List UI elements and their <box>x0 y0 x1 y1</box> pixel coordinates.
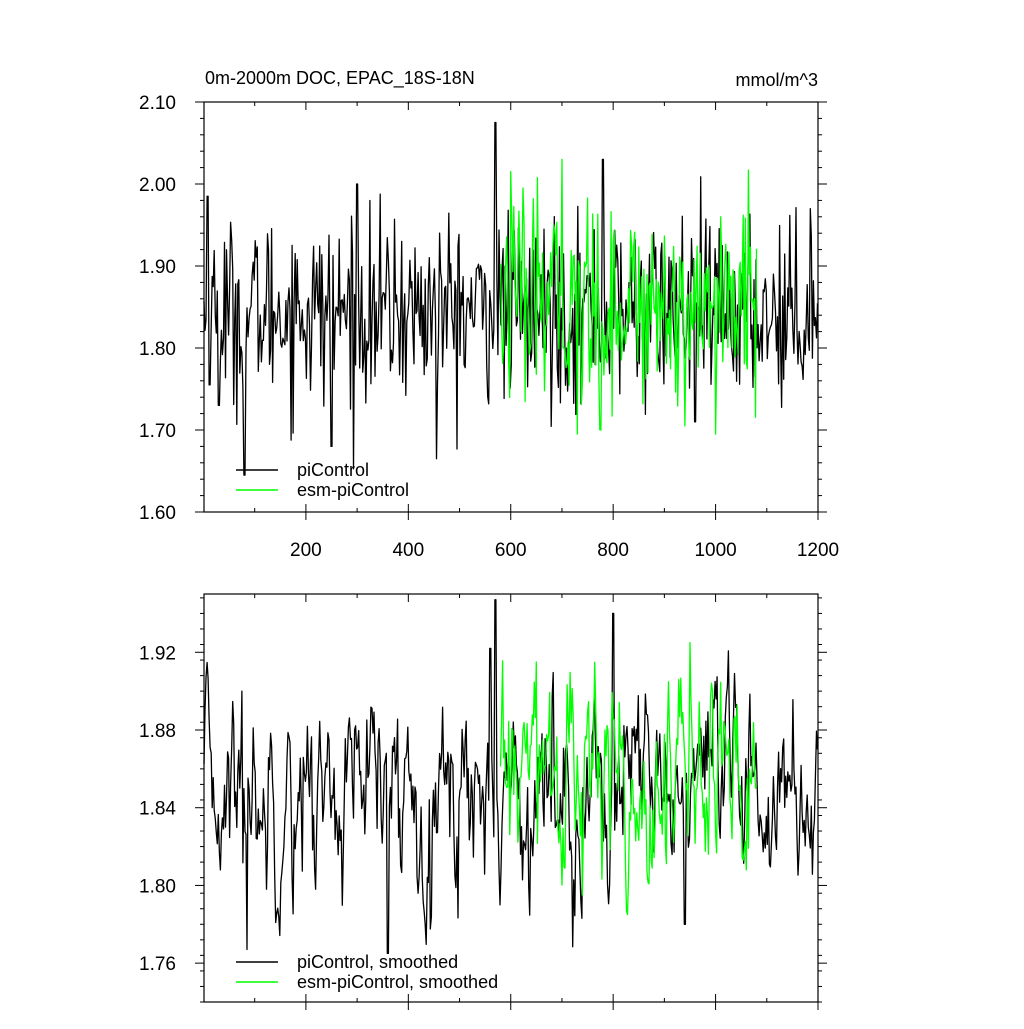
y-tick-label: 2.00 <box>139 175 176 196</box>
series-line-picontrol <box>203 121 819 476</box>
legend-label: piControl, smoothed <box>297 952 458 972</box>
y-tick-label: 1.70 <box>139 421 176 442</box>
legend-label: piControl <box>297 460 369 480</box>
y-tick-label: 1.84 <box>139 799 176 820</box>
x-tick-label: 1200 <box>797 540 839 561</box>
x-tick-label: 200 <box>290 540 322 561</box>
axis-ticks: 200 400 600 800 1000 1200 1.60 1.70 1.80 1.90 2.00… <box>139 93 839 561</box>
series-line-esm-picontrol <box>499 641 758 916</box>
y-tick-label: 1.76 <box>139 954 176 975</box>
bottom-panel: 1.76 1.80 1.84 1.88 1.92 piControl, smoothed… <box>139 593 827 1010</box>
y-tick-label: 1.90 <box>139 257 176 278</box>
chart-title: 0m-2000m DOC, EPAC_18S-18N <box>205 68 475 89</box>
y-tick-label: 1.80 <box>139 876 176 897</box>
x-tick-label: 1000 <box>694 540 736 561</box>
y-tick-label: 1.80 <box>139 339 176 360</box>
x-tick-label: 800 <box>597 540 629 561</box>
y-tick-label: 1.92 <box>139 643 176 664</box>
series-group <box>203 599 819 955</box>
x-tick-label: 600 <box>495 540 527 561</box>
series-line-esm-picontrol <box>499 158 758 435</box>
x-tick-label: 400 <box>392 540 424 561</box>
units-label: mmol/m^3 <box>736 70 818 90</box>
y-tick-label: 1.88 <box>139 721 176 742</box>
top-panel: 0m-2000m DOC, EPAC_18S-18N mmol/m^3 200 4… <box>139 68 839 561</box>
y-tick-label: 2.10 <box>139 93 176 114</box>
legend-label: esm-piControl <box>297 480 409 500</box>
axis-ticks: 1.76 1.80 1.84 1.88 1.92 <box>139 594 827 1010</box>
legend-label: esm-piControl, smoothed <box>297 972 498 992</box>
series-group <box>203 121 819 476</box>
y-tick-label: 1.60 <box>139 503 176 524</box>
